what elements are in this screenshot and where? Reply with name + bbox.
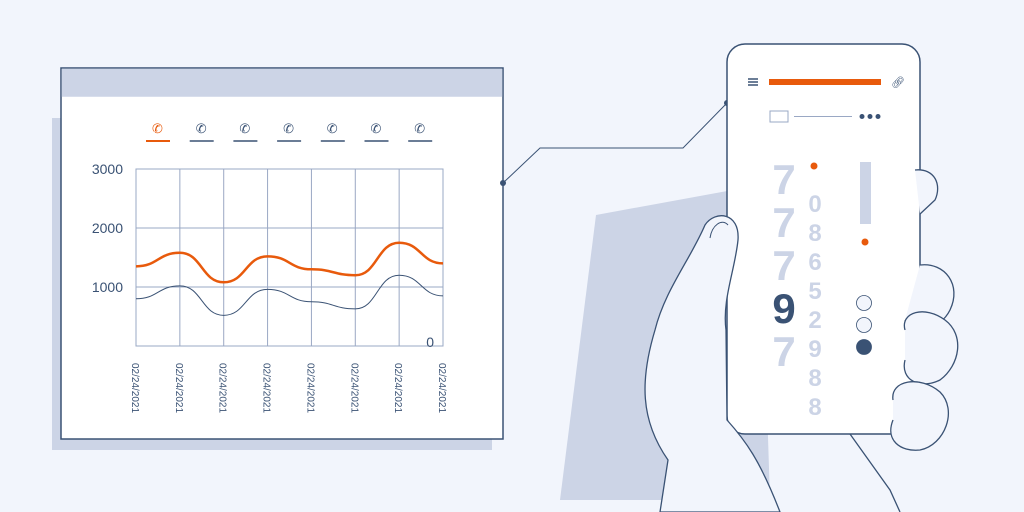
digit[interactable]: 9 [808, 336, 821, 363]
connector-dot [500, 180, 506, 186]
digit[interactable]: 8 [808, 220, 821, 247]
phone-icon: ✆ [371, 121, 382, 136]
digit[interactable]: 8 [808, 365, 821, 392]
digit[interactable]: 7 [772, 328, 795, 375]
digit[interactable]: 0 [808, 191, 821, 218]
series-line-2 [135, 274, 444, 316]
hand [644, 169, 959, 512]
series-line-1 [135, 241, 444, 284]
digit[interactable]: 2 [808, 307, 821, 334]
radio-option[interactable] [856, 295, 872, 311]
zero-label: 0 [426, 334, 434, 350]
x-tick-label: 02/24/2021 [392, 363, 403, 413]
tab-phone-5[interactable]: ✆ [320, 121, 345, 142]
connector-line [502, 102, 728, 184]
phone-icon: ✆ [152, 121, 163, 136]
dashboard-titlebar [61, 68, 503, 97]
x-tick-label: 02/24/2021 [304, 363, 315, 413]
dashboard-window [60, 67, 504, 440]
x-tick-label: 02/24/2021 [217, 363, 228, 413]
x-tick-label: 02/24/2021 [173, 363, 184, 413]
thumbnail [709, 221, 729, 239]
x-tick-label: 02/24/2021 [348, 363, 359, 413]
field-box[interactable] [769, 110, 789, 123]
line-chart: 02/24/2021 02/24/2021 02/24/2021 02/24/2021… [92, 161, 447, 413]
indicator-dot [810, 162, 818, 170]
phone-icon: ✆ [239, 121, 250, 136]
digit[interactable]: 6 [808, 249, 821, 276]
y-tick-label: 2000 [92, 220, 123, 236]
selected-digit[interactable]: 9 [772, 285, 795, 332]
x-tick-label: 02/24/2021 [129, 363, 140, 413]
radio-option[interactable] [856, 339, 872, 355]
radio-option[interactable] [856, 317, 872, 333]
tab-phone-4[interactable]: ✆ [277, 121, 302, 142]
x-tick-label: 02/24/2021 [261, 363, 272, 413]
tab-phone-1[interactable]: ✆ [146, 121, 170, 142]
phone-icon: ✆ [414, 121, 425, 136]
phone [726, 43, 921, 435]
digit[interactable]: 7 [772, 156, 795, 203]
x-tick-label: 02/24/2021 [436, 363, 447, 413]
y-tick-label: 3000 [92, 161, 123, 177]
tab-phone-7[interactable]: ✆ [408, 121, 433, 142]
tab-phone-6[interactable]: ✆ [364, 121, 389, 142]
phone-icon: ✆ [283, 121, 294, 136]
link-icon[interactable]: 🔗︎ [891, 76, 905, 89]
digit[interactable]: 5 [808, 278, 821, 305]
exclamation-bar [860, 162, 871, 224]
phone-icon: ✆ [196, 121, 207, 136]
phone-icon: ✆ [327, 121, 338, 136]
digit[interactable]: 7 [772, 199, 795, 246]
y-tick-label: 1000 [92, 279, 123, 295]
digit[interactable]: 7 [772, 242, 795, 289]
hamburger-icon[interactable] [748, 78, 758, 86]
more-dots-icon[interactable] [859, 114, 881, 119]
exclamation-dot [861, 238, 869, 246]
tab-phone-3[interactable]: ✆ [233, 121, 258, 142]
tab-phone-2[interactable]: ✆ [189, 121, 214, 142]
address-bar[interactable] [769, 79, 881, 85]
digit[interactable]: 8 [808, 394, 821, 421]
